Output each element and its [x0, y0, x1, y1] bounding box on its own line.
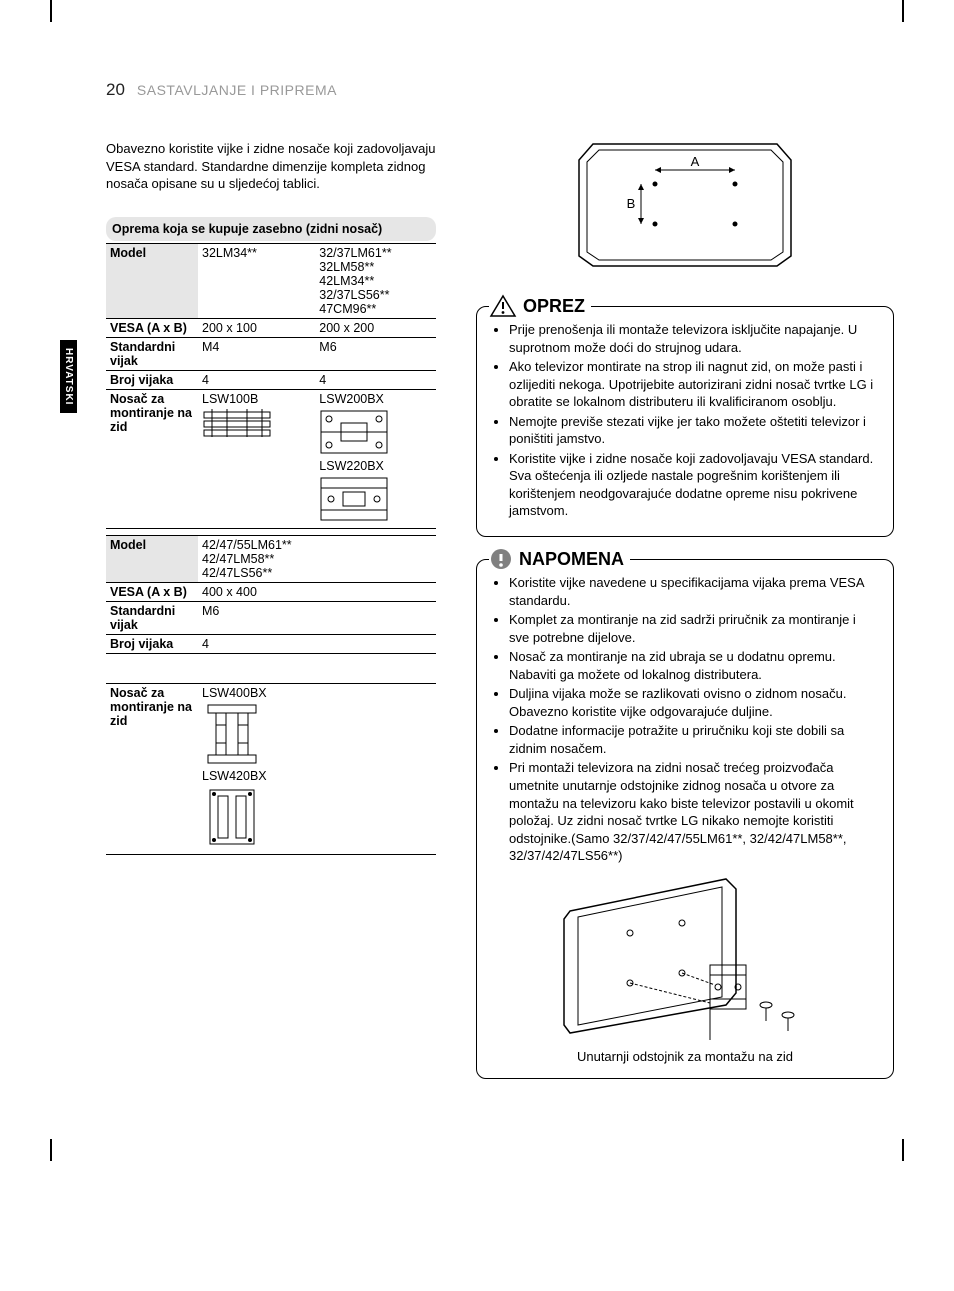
cell: LSW400BX LSW420BX [198, 683, 418, 854]
list-item: Duljina vijaka može se razlikovati ovisn… [509, 685, 879, 720]
crop-mark [50, 1139, 52, 1161]
label-bracket: Nosač za montiranje na zid [106, 683, 198, 854]
list-item: Pri montaži televizora na zidni nosač tr… [509, 759, 879, 864]
caution-title: OPREZ [523, 296, 585, 317]
bracket-code: LSW420BX [202, 769, 267, 783]
crop-mark [902, 1139, 904, 1161]
cell: LSW100B [198, 389, 315, 528]
bracket-icon [319, 476, 389, 522]
caution-icon [489, 294, 517, 318]
list-item: Nemojte previše stezati vijke jer tako m… [509, 413, 879, 448]
page-header: 20 SASTAVLJANJE I PRIPREMA [106, 80, 894, 100]
cell: M6 [198, 601, 418, 634]
bracket-icon [319, 409, 389, 455]
list-item: Koristite vijke navedene u specifikacija… [509, 574, 879, 609]
bracket-icon [202, 786, 262, 848]
separate-purchase-header: Oprema koja se kupuje zasebno (zidni nos… [106, 217, 436, 241]
cell: 4 [315, 370, 436, 389]
label-count: Broj vijaka [106, 370, 198, 389]
bracket-code: LSW200BX [319, 392, 384, 406]
cell: 400 x 400 [198, 582, 418, 601]
figure-caption: Unutarnji odstojnik za montažu na zid [491, 1049, 879, 1064]
cell-empty [418, 535, 436, 582]
intro-paragraph: Obavezno koristite vijke i zidne nosače … [106, 140, 436, 193]
bracket-code: LSW220BX [319, 459, 384, 473]
page-number: 20 [106, 80, 125, 100]
bracket-icon [202, 703, 262, 765]
note-callout: NAPOMENA Koristite vijke navedene u spec… [476, 559, 894, 1079]
left-column: Obavezno koristite vijke i zidne nosače … [106, 140, 436, 861]
language-tab: HRVATSKI [60, 340, 77, 413]
bracket-icon [202, 409, 272, 437]
label-bracket: Nosač za montiranje na zid [106, 389, 198, 528]
spec-table-1: Model 32LM34** 32/37LM61** 32LM58** 42LM… [106, 243, 436, 529]
label-screw: Standardni vijak [106, 601, 198, 634]
diagram-label-b: B [627, 196, 636, 211]
cell: 42/47/55LM61** 42/47LM58** 42/47LS56** [198, 535, 418, 582]
list-item: Komplet za montiranje na zid sadrži prir… [509, 611, 879, 646]
spacer-row [106, 653, 198, 683]
label-count: Broj vijaka [106, 634, 198, 653]
section-title: SASTAVLJANJE I PRIPREMA [137, 82, 337, 98]
caution-list: Prije prenošenja ili montaže televizora … [491, 321, 879, 520]
th-model: Model [106, 243, 198, 318]
cell: 200 x 100 [198, 318, 315, 337]
bracket-code: LSW400BX [202, 686, 267, 700]
right-column: A B OPREZ Prije prenošenja ili montaže t… [476, 140, 894, 1101]
list-item: Nosač za montiranje na zid ubraja se u d… [509, 648, 879, 683]
label-vesa: VESA (A x B) [106, 318, 198, 337]
vesa-diagram: A B [575, 140, 795, 270]
list-item: Dodatne informacije potražite u priručni… [509, 722, 879, 757]
cell: M4 [198, 337, 315, 370]
list-item: Koristite vijke i zidne nosače koji zado… [509, 450, 879, 520]
note-list: Koristite vijke navedene u specifikacija… [491, 574, 879, 865]
note-icon [489, 547, 513, 571]
wall-mount-figure [560, 875, 810, 1045]
list-item: Prije prenošenja ili montaže televizora … [509, 321, 879, 356]
crop-mark [50, 0, 52, 22]
th-model: Model [106, 535, 198, 582]
bracket-code: LSW100B [202, 392, 258, 406]
note-title: NAPOMENA [519, 549, 624, 570]
cell: LSW200BX LSW220BX [315, 389, 436, 528]
cell: 32/37LM61** 32LM58** 42LM34** 32/37LS56*… [315, 243, 436, 318]
caution-callout: OPREZ Prije prenošenja ili montaže telev… [476, 306, 894, 537]
list-item: Ako televizor montirate na strop ili nag… [509, 358, 879, 411]
diagram-label-a: A [691, 154, 700, 169]
label-screw: Standardni vijak [106, 337, 198, 370]
cell: 4 [198, 370, 315, 389]
spec-table-2: Model 42/47/55LM61** 42/47LM58** 42/47LS… [106, 535, 436, 855]
cell: M6 [315, 337, 436, 370]
cell: 4 [198, 634, 418, 653]
crop-mark [902, 0, 904, 22]
cell: 200 x 200 [315, 318, 436, 337]
cell: 32LM34** [198, 243, 315, 318]
label-vesa: VESA (A x B) [106, 582, 198, 601]
